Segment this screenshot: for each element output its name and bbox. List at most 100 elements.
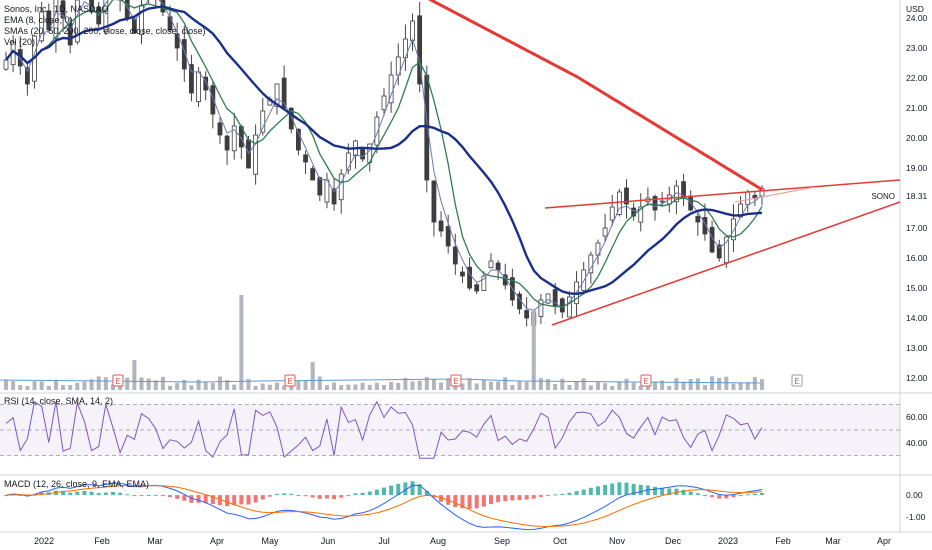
macd-histogram-bar (339, 495, 344, 498)
macd-histogram-bar (346, 495, 351, 497)
macd-histogram-bar (153, 494, 158, 496)
macd-histogram-bar (717, 495, 722, 499)
x-tick-label: Mar (147, 536, 163, 546)
candle-body (445, 226, 451, 247)
macd-histogram-bar (595, 486, 600, 496)
macd-histogram-bar (125, 494, 130, 496)
macd-histogram-bar (275, 494, 280, 496)
volume-bar (496, 381, 501, 390)
macd-histogram-bar (68, 492, 73, 496)
sma20-line (5, 0, 763, 308)
legend-smas: SMAs (20, 50, 200, 200, close, close, cl… (4, 26, 206, 36)
candle-body (431, 180, 437, 223)
macd-histogram-bar (353, 493, 358, 496)
volume-bar (353, 384, 358, 390)
volume-bar (203, 382, 208, 390)
volume-bar (653, 381, 658, 390)
candle-body (74, 0, 80, 43)
candle-body (452, 246, 458, 265)
candle-body (331, 188, 337, 205)
sma50-line (5, 5, 763, 296)
lower-trendline (551, 201, 901, 326)
macd-histogram-bar (18, 494, 23, 496)
candle-body (203, 76, 209, 91)
x-tick-label: Jun (321, 536, 336, 546)
volume-bar (460, 383, 465, 390)
macd-histogram-bar (603, 484, 608, 496)
macd-histogram-bar (132, 495, 137, 497)
candle-body (89, 0, 94, 13)
volume-bar (317, 376, 322, 390)
candle-body (538, 299, 544, 317)
y-tick-label: 19.00 (906, 163, 928, 173)
volume-bar (439, 382, 444, 390)
earnings-marker: E (284, 374, 296, 387)
volume-bar (403, 377, 408, 390)
macd-histogram-bar (531, 495, 536, 499)
signal-line (5, 484, 763, 528)
volume-bar (118, 385, 123, 390)
macd-histogram-bar (610, 483, 615, 496)
candle-body (317, 177, 323, 196)
macd-histogram-bar (631, 483, 636, 496)
x-tick-label: Dec (665, 536, 682, 546)
macd-histogram-bar (710, 495, 715, 498)
macd-histogram-bar (488, 495, 493, 504)
currency-label: USD (906, 4, 924, 14)
candle-body (481, 275, 487, 291)
volume-bar (61, 385, 66, 390)
volume-bar (474, 383, 479, 390)
macd-histogram-bar (460, 495, 465, 509)
macd-histogram-bar (410, 481, 415, 496)
volume-bar (239, 295, 244, 390)
y-tick-label: 12.00 (906, 373, 928, 383)
macd-histogram-bar (367, 491, 372, 496)
earnings-marker-label: E (115, 377, 120, 386)
volume-bar (417, 380, 422, 390)
volume-bar (710, 376, 715, 390)
volume-bar (688, 378, 693, 390)
volume-bar (367, 384, 372, 390)
volume-bar (217, 376, 222, 390)
macd-histogram-bar (738, 495, 743, 497)
volume-bar (267, 384, 272, 390)
volume-bar (324, 385, 329, 390)
macd-histogram-bar (474, 495, 479, 509)
earnings-marker: E (791, 374, 803, 387)
candle-body (131, 18, 137, 34)
macd-histogram-bar (546, 495, 551, 497)
volume-bar (75, 382, 80, 390)
volume-bar (68, 385, 73, 390)
macd-histogram-bar (303, 495, 308, 497)
macd-histogram-bar (453, 495, 458, 507)
volume-bar (139, 377, 144, 390)
volume-bar (275, 382, 280, 390)
volume-bar (588, 385, 593, 390)
volume-bar (125, 377, 130, 390)
volume-bar (396, 382, 401, 390)
volume-bar (196, 379, 201, 390)
macd-histogram-bar (324, 495, 329, 499)
upper-trendline (544, 179, 901, 209)
macd-histogram-bar (160, 495, 165, 497)
macd-histogram-bar (253, 495, 258, 503)
macd-histogram-bar (168, 495, 173, 498)
x-tick-label: Feb (94, 536, 110, 546)
earnings-marker-label: E (287, 377, 292, 386)
volume-bar (132, 360, 137, 390)
volume-bar (510, 384, 515, 390)
macd-histogram-bar (581, 489, 586, 496)
macd-histogram-bar (310, 495, 315, 498)
y-tick-label: 24.00 (906, 13, 928, 23)
macd-histogram-bar (424, 491, 429, 496)
x-tick-label: Apr (877, 536, 891, 546)
macd-histogram-bar (239, 495, 244, 505)
macd-histogram-bar (203, 495, 208, 504)
macd-histogram-bar (382, 487, 386, 496)
candle-body (296, 128, 301, 151)
macd-histogram-bar (139, 495, 144, 497)
legend-title: Sonos, Inc., 1D, NASDAQ (4, 4, 109, 14)
volume-bar (760, 379, 764, 390)
candle-body (288, 107, 294, 130)
